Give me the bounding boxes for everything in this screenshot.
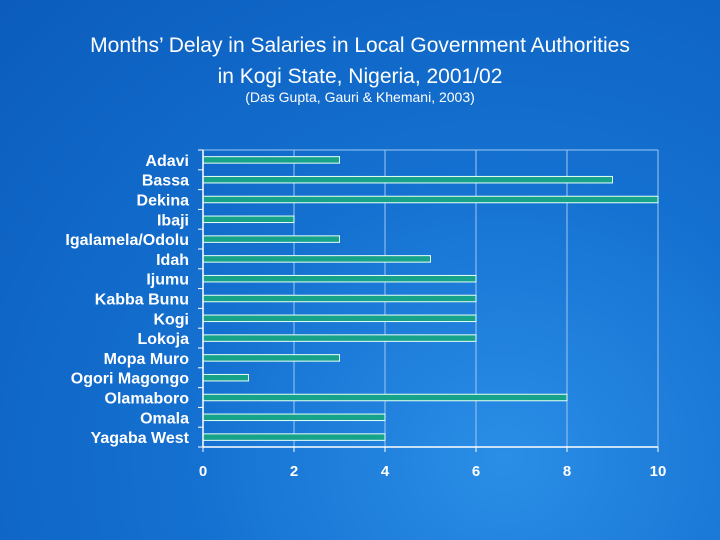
bar bbox=[202, 334, 477, 342]
bar bbox=[202, 255, 431, 263]
bar bbox=[202, 195, 659, 204]
bar bbox=[202, 373, 249, 382]
category-label: Mopa Muro bbox=[104, 351, 190, 368]
x-tick-label: 0 bbox=[199, 463, 207, 480]
category-label: Yagaba West bbox=[91, 430, 190, 447]
x-tick-label: 6 bbox=[472, 463, 480, 480]
bar bbox=[202, 433, 386, 441]
category-label: Igalamela/Odolu bbox=[65, 232, 189, 249]
chart-title-line1: Months’ Delay in Salaries in Local Gover… bbox=[90, 34, 630, 57]
bars bbox=[202, 156, 659, 441]
bar bbox=[202, 274, 477, 283]
category-label: Dekina bbox=[137, 193, 190, 210]
bar bbox=[202, 393, 568, 402]
x-tick-label: 10 bbox=[650, 463, 667, 480]
category-label: Olamaboro bbox=[105, 391, 190, 408]
bar bbox=[202, 314, 477, 323]
chart-subtitle: (Das Gupta, Gauri & Khemani, 2003) bbox=[245, 89, 475, 105]
bar bbox=[202, 354, 340, 362]
bar bbox=[202, 215, 295, 224]
x-tick-label: 2 bbox=[290, 463, 298, 480]
category-label: Omala bbox=[140, 410, 189, 427]
axes bbox=[198, 149, 659, 452]
category-labels: Adavi Bassa Dekina Ibaji Igalamela/Odolu Idah… bbox=[65, 153, 189, 447]
bar bbox=[202, 294, 477, 303]
category-label: Kogi bbox=[153, 311, 189, 328]
category-label: Bassa bbox=[142, 173, 189, 190]
category-label: Ibaji bbox=[157, 212, 189, 229]
category-label: Kabba Bunu bbox=[95, 292, 189, 309]
category-label: Adavi bbox=[145, 153, 189, 170]
chart-title: Months’ Delay in Salaries in Local Gover… bbox=[0, 30, 720, 92]
category-label: Ijumu bbox=[146, 272, 189, 289]
x-tick-label: 8 bbox=[563, 463, 571, 480]
bar bbox=[202, 413, 386, 422]
category-label: Idah bbox=[156, 252, 189, 269]
x-tick-label: 4 bbox=[381, 463, 390, 480]
chart-title-line2: in Kogi State, Nigeria, 2001/02 bbox=[217, 65, 503, 88]
category-label: Ogori Magongo bbox=[71, 371, 189, 388]
bar bbox=[202, 235, 340, 243]
category-label: Lokoja bbox=[137, 331, 189, 348]
bar bbox=[202, 175, 613, 184]
x-tick-labels: 0 2 4 6 8 10 bbox=[199, 463, 667, 480]
bar bbox=[202, 156, 340, 164]
